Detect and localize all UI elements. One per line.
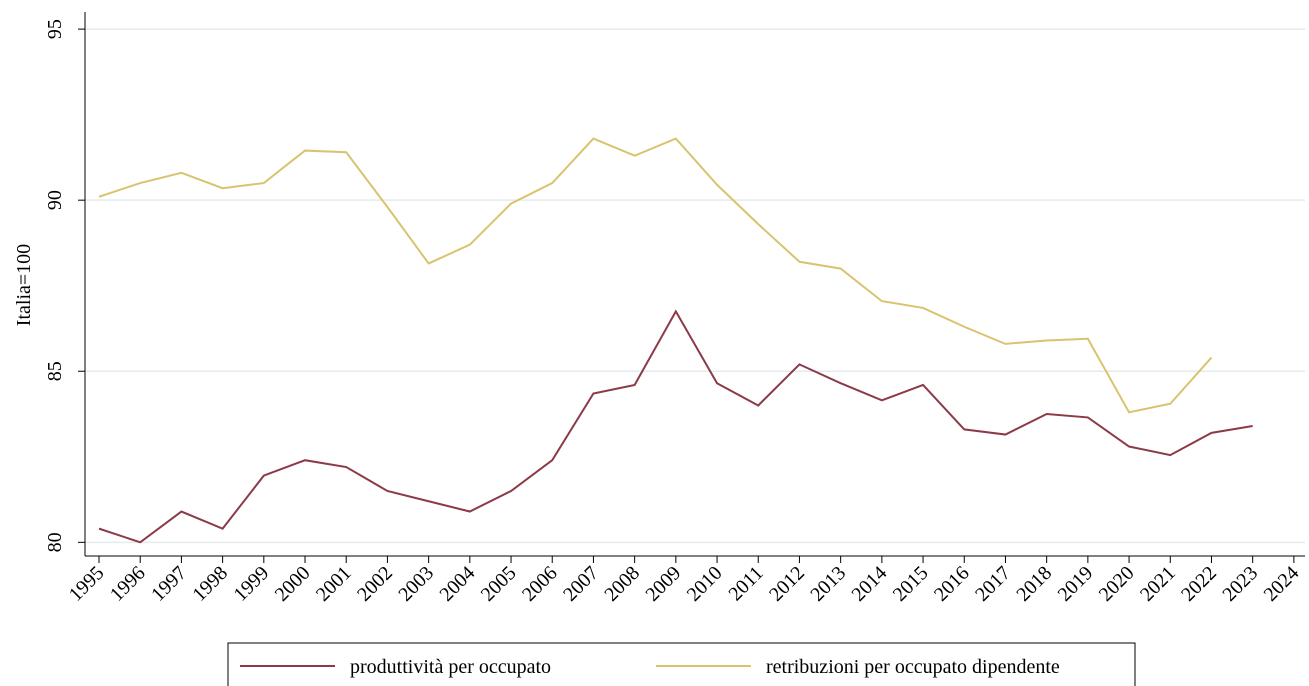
x-tick-label: 2010 (683, 562, 727, 606)
x-tick-label: 2001 (312, 562, 356, 606)
x-tick-label: 2017 (971, 562, 1015, 606)
x-tick-label: 2014 (848, 562, 892, 606)
y-axis-label: Italia=100 (13, 244, 35, 326)
x-tick-label: 2016 (930, 562, 974, 606)
x-tick-label: 2020 (1095, 562, 1139, 606)
legend-label: produttività per occupato (350, 656, 551, 678)
legend-box (227, 642, 1136, 686)
series-line (98, 309, 1253, 544)
x-tick-label: 1998 (188, 562, 232, 606)
x-tick-label: 2005 (477, 562, 521, 606)
legend-label: retribuzioni per occupato dipendente (766, 656, 1060, 678)
x-tick-label: 2003 (394, 562, 438, 606)
x-tick-label: 1999 (230, 562, 274, 606)
y-tick-label: 90 (44, 190, 66, 210)
x-tick-label: 2019 (1054, 562, 1098, 606)
x-tick-label: 2013 (806, 562, 850, 606)
y-tick-label: 85 (44, 361, 66, 381)
x-tick-label: 2007 (559, 562, 603, 606)
x-tick-label: 2004 (436, 562, 480, 606)
y-tick-label: 95 (44, 19, 66, 39)
x-tick-label: 2011 (724, 562, 767, 605)
x-tick-label: 2024 (1260, 562, 1304, 606)
series-line (98, 137, 1213, 414)
x-tick-label: 2000 (271, 562, 315, 606)
x-tick-label: 2009 (642, 562, 686, 606)
x-tick-label: 2021 (1136, 562, 1180, 606)
x-tick-label: 2022 (1177, 562, 1221, 606)
x-tick-label: 1997 (147, 562, 191, 606)
x-tick-label: 2008 (600, 562, 644, 606)
x-tick-label: 2018 (1012, 562, 1056, 606)
x-tick-label: 2002 (353, 562, 397, 606)
y-tick-label: 80 (44, 532, 66, 552)
x-tick-label: 2012 (765, 562, 809, 606)
x-tick-label: 1996 (106, 562, 150, 606)
x-tick-label: 1995 (65, 562, 109, 606)
x-tick-label: 2023 (1218, 562, 1262, 606)
x-tick-label: 2006 (518, 562, 562, 606)
x-tick-label: 2015 (889, 562, 933, 606)
